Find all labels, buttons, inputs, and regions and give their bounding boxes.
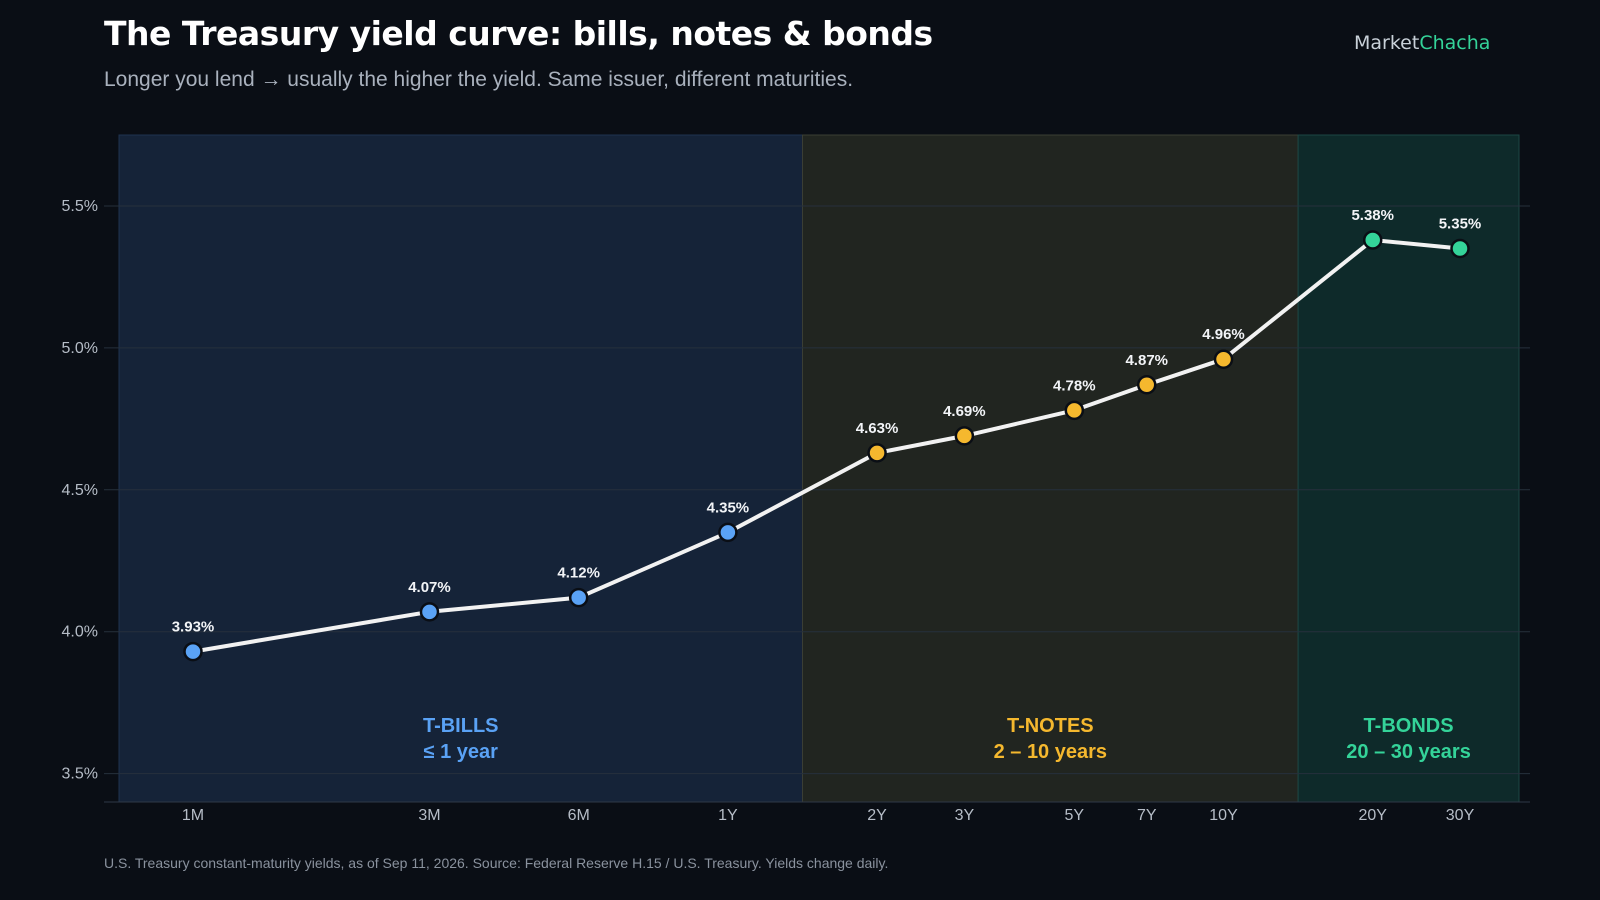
data-point (1064, 400, 1085, 421)
y-tick-label: 5.5% (62, 198, 98, 215)
data-point (568, 587, 589, 608)
brand-name-part2: Chacha (1419, 32, 1491, 54)
x-tick-label: 1M (182, 807, 204, 824)
data-point (1450, 238, 1470, 259)
y-tick-label: 4.0% (62, 624, 98, 641)
chart-subtitle: Longer you lend → usually the higher the… (104, 68, 854, 91)
data-point (1213, 349, 1234, 369)
data-label: 3.93% (172, 619, 215, 636)
source-footnote: U.S. Treasury constant-maturity yields, … (104, 855, 889, 871)
data-point (954, 426, 975, 446)
x-tick-label: 1Y (718, 807, 738, 824)
data-label: 4.96% (1202, 326, 1245, 343)
y-tick-label: 4.5% (62, 482, 98, 499)
x-tick-label: 5Y (1065, 807, 1085, 824)
region-bonds-band (1297, 134, 1520, 803)
brand-name-part1: Market (1354, 32, 1420, 54)
region-bills-range: ≤ 1 year (424, 741, 499, 763)
data-label: 4.63% (856, 420, 899, 437)
data-point (183, 641, 203, 662)
data-point (1136, 375, 1157, 395)
data-point (867, 443, 887, 463)
data-label: 4.78% (1053, 377, 1096, 394)
region-bills-band (118, 134, 803, 803)
x-tick-label: 3M (418, 807, 440, 824)
region-bonds-range: 20 – 30 years (1346, 741, 1471, 763)
y-tick-label: 5.0% (62, 340, 98, 357)
region-notes-range: 2 – 10 years (994, 741, 1107, 763)
data-point (1362, 230, 1383, 250)
x-tick-label: 7Y (1137, 807, 1157, 824)
y-tick-label: 3.5% (62, 766, 98, 783)
x-tick-label: 30Y (1446, 807, 1475, 824)
chart-title: The Treasury yield curve: bills, notes &… (104, 14, 933, 53)
region-notes-name: T-NOTES (1007, 715, 1094, 737)
x-tick-label: 6M (568, 807, 590, 824)
data-label: 4.87% (1125, 352, 1168, 369)
data-label: 4.35% (707, 499, 750, 516)
data-label: 5.38% (1351, 207, 1394, 224)
region-notes-band (801, 134, 1299, 803)
data-label: 4.07% (408, 579, 451, 596)
data-label: 5.35% (1439, 216, 1482, 233)
data-point (718, 522, 738, 543)
x-tick-label: 10Y (1209, 807, 1238, 824)
x-tick-label: 2Y (867, 807, 887, 824)
x-tick-label: 20Y (1358, 807, 1387, 824)
data-label: 4.69% (943, 403, 986, 420)
data-label: 4.12% (557, 565, 600, 582)
data-point (419, 602, 440, 622)
region-bills-name: T-BILLS (423, 715, 499, 737)
region-bonds-name: T-BONDS (1364, 715, 1454, 737)
brand-logo: MarketChacha (1354, 32, 1490, 54)
x-tick-label: 3Y (955, 807, 975, 824)
